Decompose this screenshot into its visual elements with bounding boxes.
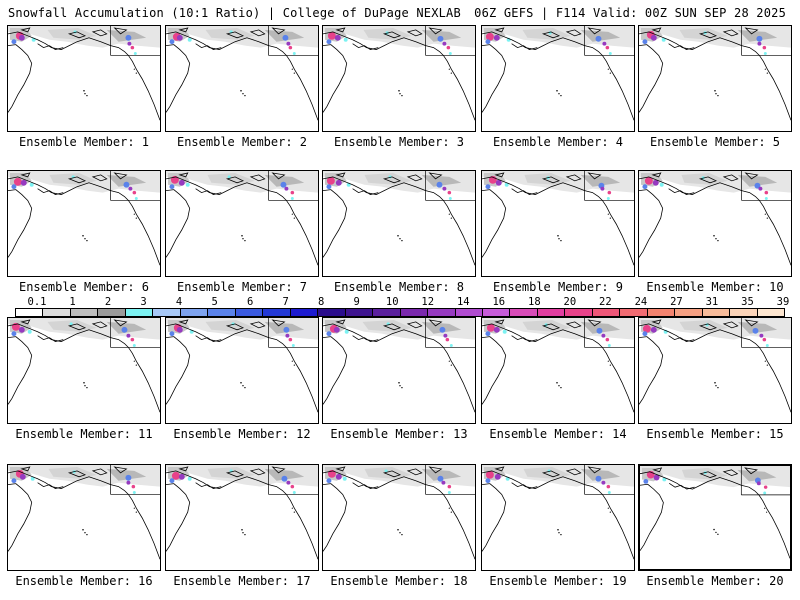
colorbar-segment bbox=[43, 309, 71, 316]
ensemble-member-map[interactable] bbox=[638, 464, 792, 571]
ensemble-member-map[interactable] bbox=[322, 317, 476, 424]
colorbar-segment bbox=[730, 309, 758, 316]
colorbar-segment bbox=[620, 309, 648, 316]
colorbar-tick-label: 5 bbox=[211, 296, 218, 308]
ensemble-member-map[interactable] bbox=[481, 464, 635, 571]
colorbar-segment bbox=[482, 309, 511, 316]
ensemble-member-label: Ensemble Member: 17 bbox=[173, 574, 311, 588]
colorbar-tick-label: 9 bbox=[353, 296, 360, 308]
ensemble-member-map[interactable] bbox=[481, 25, 635, 132]
ensemble-member-label: Ensemble Member: 16 bbox=[15, 574, 153, 588]
colorbar-ticks: 0.1 1 2 3 4 5 6 7 8 9 10 12 14 16 18 20 22 24 27 31 35 39 bbox=[15, 296, 790, 308]
colorbar-tick-label: 22 bbox=[599, 296, 612, 308]
colorbar-segment bbox=[263, 309, 291, 316]
colorbar-segment bbox=[290, 309, 319, 316]
ensemble-member-map[interactable] bbox=[322, 25, 476, 132]
colorbar-segment bbox=[400, 309, 429, 316]
ensemble-member-label: Ensemble Member: 4 bbox=[492, 135, 624, 149]
colorbar-tick-label: 0.1 bbox=[27, 296, 47, 308]
ensemble-member-map[interactable] bbox=[7, 25, 161, 132]
colorbar-tick-label: 8 bbox=[318, 296, 325, 308]
ensemble-member-label: Ensemble Member: 18 bbox=[330, 574, 468, 588]
colorbar-tick-label: 1 bbox=[69, 296, 76, 308]
ensemble-member-label: Ensemble Member: 13 bbox=[330, 427, 468, 441]
ensemble-member-label: Ensemble Member: 15 bbox=[646, 427, 784, 441]
colorbar-tick-label: 18 bbox=[528, 296, 541, 308]
colorbar-tick-label: 31 bbox=[705, 296, 719, 308]
colorbar-segment bbox=[208, 309, 236, 316]
snowfall-colorbar bbox=[15, 308, 785, 317]
ensemble-member-label: Ensemble Member: 10 bbox=[646, 280, 784, 294]
ensemble-member-label: Ensemble Member: 7 bbox=[176, 280, 308, 294]
ensemble-member-map[interactable] bbox=[165, 464, 319, 571]
ensemble-member-map[interactable] bbox=[638, 25, 792, 132]
map-title: Snowfall Accumulation (10:1 Ratio) | Col… bbox=[8, 6, 461, 20]
colorbar-segment bbox=[125, 309, 154, 316]
colorbar-segment bbox=[318, 309, 346, 316]
ensemble-member-label: Ensemble Member: 9 bbox=[492, 280, 624, 294]
colorbar-segment bbox=[153, 309, 181, 316]
colorbar-segment bbox=[180, 309, 209, 316]
ensemble-member-label: Ensemble Member: 2 bbox=[176, 135, 308, 149]
colorbar-tick-label: 10 bbox=[385, 296, 399, 308]
ensemble-member-map[interactable] bbox=[165, 25, 319, 132]
colorbar-segment bbox=[510, 309, 538, 316]
ensemble-member-map[interactable] bbox=[7, 317, 161, 424]
ensemble-member-label: Ensemble Member: 6 bbox=[18, 280, 150, 294]
ensemble-member-map[interactable] bbox=[638, 170, 792, 277]
colorbar-segment bbox=[98, 309, 126, 316]
colorbar-segment bbox=[647, 309, 676, 316]
colorbar-segment bbox=[70, 309, 99, 316]
colorbar-segment bbox=[235, 309, 264, 316]
colorbar-segment bbox=[428, 309, 456, 316]
colorbar-tick-label: 20 bbox=[563, 296, 577, 308]
colorbar-segment bbox=[592, 309, 621, 316]
colorbar-tick-label: 27 bbox=[670, 296, 683, 308]
colorbar-tick-label: 24 bbox=[634, 296, 648, 308]
ensemble-member-map[interactable] bbox=[481, 170, 635, 277]
colorbar-segment bbox=[675, 309, 703, 316]
colorbar-tick-label: 7 bbox=[282, 296, 289, 308]
ensemble-member-label: Ensemble Member: 19 bbox=[489, 574, 627, 588]
colorbar-segment bbox=[565, 309, 593, 316]
colorbar-tick-label: 6 bbox=[246, 296, 254, 308]
ensemble-member-label: Ensemble Member: 14 bbox=[489, 427, 627, 441]
colorbar-tick-label: 4 bbox=[175, 296, 183, 308]
ensemble-member-map[interactable] bbox=[7, 170, 161, 277]
colorbar-segment bbox=[537, 309, 566, 316]
ensemble-member-label: Ensemble Member: 11 bbox=[15, 427, 153, 441]
colorbar-tick-label: 12 bbox=[421, 296, 435, 308]
ensemble-member-map[interactable] bbox=[322, 464, 476, 571]
colorbar-tick-label: 35 bbox=[741, 296, 754, 308]
colorbar-tick-label: 2 bbox=[104, 296, 112, 308]
colorbar-segment bbox=[455, 309, 483, 316]
ensemble-member-map[interactable] bbox=[481, 317, 635, 424]
ensemble-member-label: Ensemble Member: 12 bbox=[173, 427, 311, 441]
ensemble-member-map[interactable] bbox=[322, 170, 476, 277]
colorbar-segment bbox=[373, 309, 401, 316]
colorbar-tick-label: 3 bbox=[140, 296, 147, 308]
colorbar-segment bbox=[757, 309, 785, 316]
colorbar-tick-label: 16 bbox=[492, 296, 506, 308]
ensemble-member-label: Ensemble Member: 20 bbox=[646, 574, 784, 588]
colorbar-segment bbox=[345, 309, 374, 316]
ensemble-member-map[interactable] bbox=[638, 317, 792, 424]
run-info: 06Z GEFS | F114 Valid: 00Z SUN SEP 28 20… bbox=[474, 6, 786, 20]
ensemble-member-map[interactable] bbox=[165, 170, 319, 277]
ensemble-member-label: Ensemble Member: 5 bbox=[649, 135, 781, 149]
ensemble-member-label: Ensemble Member: 3 bbox=[333, 135, 465, 149]
ensemble-member-map[interactable] bbox=[165, 317, 319, 424]
colorbar-tick-label: 39 bbox=[776, 296, 790, 308]
ensemble-member-map[interactable] bbox=[7, 464, 161, 571]
colorbar-tick-label: 14 bbox=[456, 296, 470, 308]
ensemble-member-label: Ensemble Member: 1 bbox=[18, 135, 150, 149]
colorbar-segment bbox=[16, 309, 44, 316]
ensemble-member-label: Ensemble Member: 8 bbox=[333, 280, 465, 294]
colorbar-segment bbox=[702, 309, 731, 316]
